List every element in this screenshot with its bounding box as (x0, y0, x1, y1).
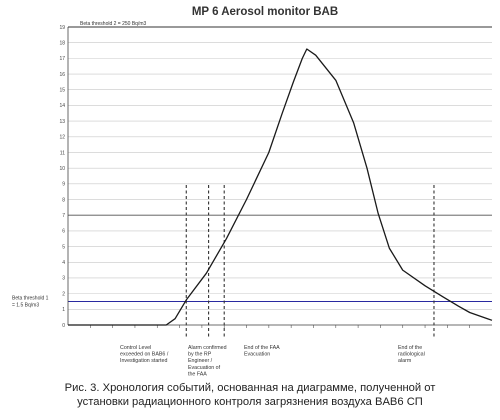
event-annotation-line: Evacuation of (188, 365, 221, 371)
event-annotation-line: exceeded on BAB6 / (120, 352, 169, 358)
series-line (68, 48, 493, 326)
y-tick-label: 4 (62, 260, 65, 266)
chart: MP 6 Aerosol monitor BAB 012345678910111… (12, 6, 493, 377)
axes (67, 27, 492, 328)
y-tick-label: 18 (59, 40, 65, 46)
y-tick-label: 11 (60, 150, 65, 156)
y-tick-label: 6 (62, 229, 65, 235)
event-annotation-line: End of the FAA (244, 345, 280, 351)
y-tick-label: 3 (62, 276, 65, 282)
grid (68, 26, 492, 326)
y-tick-label: 15 (59, 88, 65, 94)
event-annotation-line: the FAA (188, 371, 207, 377)
figure-caption: Рис. 3. Хронология событий, основанная н… (0, 381, 500, 409)
y-tick-label: 9 (62, 182, 65, 188)
event-annotation: End of the radiological alarm (398, 345, 425, 364)
event-annotation: End of the FAA Evacuation (244, 345, 280, 358)
event-annotation-line: End of the (398, 345, 422, 351)
series (68, 48, 493, 326)
event-annotation-line: alarm (398, 358, 412, 364)
caption-line-2: установки радиационного контроля загрязн… (77, 396, 423, 408)
y-tick-label: 7 (62, 213, 65, 219)
y-tick-label: 14 (59, 103, 65, 109)
event-annotation-line: Control Level (120, 345, 151, 351)
caption-line-1: Рис. 3. Хронология событий, основанная н… (64, 382, 436, 394)
event-annotation-line: by the RP (188, 352, 212, 358)
event-annotation-line: Engineer / (188, 358, 213, 364)
event-annotation: Alarm confirmed by the RP Engineer / Evacua… (188, 345, 227, 377)
threshold-2-label: Beta threshold 2 = 250 Bq/m3 (80, 21, 147, 27)
event-annotation-line: Evacuation (244, 352, 270, 358)
threshold-1-label: Beta threshold 1 = 1.5 Bq/m3 (12, 295, 49, 308)
y-tick-label: 2 (62, 291, 65, 297)
threshold-1-label-line: Beta threshold 1 (12, 295, 49, 301)
event-annotation-line: Investigation started (120, 358, 167, 364)
chart-title: MP 6 Aerosol monitor BAB (192, 6, 338, 18)
event-markers (185, 184, 435, 337)
threshold-lines (68, 26, 492, 302)
y-tick-label: 5 (62, 244, 65, 250)
event-annotation-line: Alarm confirmed (188, 345, 227, 351)
y-tick-label: 16 (59, 72, 65, 78)
y-tick-label: 13 (59, 119, 65, 125)
y-tick-label: 1 (62, 307, 65, 313)
event-annotation-line: radiological (398, 352, 425, 358)
y-tick-label: 8 (62, 197, 65, 203)
threshold-1-label-line: = 1.5 Bq/m3 (12, 302, 39, 308)
y-tick-label: 19 (59, 25, 65, 31)
y-tick-label: 12 (59, 135, 65, 141)
y-tick-label: 17 (59, 56, 65, 62)
y-tick-label: 10 (59, 166, 65, 172)
y-tick-label: 0 (62, 323, 65, 329)
event-annotation: Control Level exceeded on BAB6 /Investiga… (120, 345, 169, 364)
